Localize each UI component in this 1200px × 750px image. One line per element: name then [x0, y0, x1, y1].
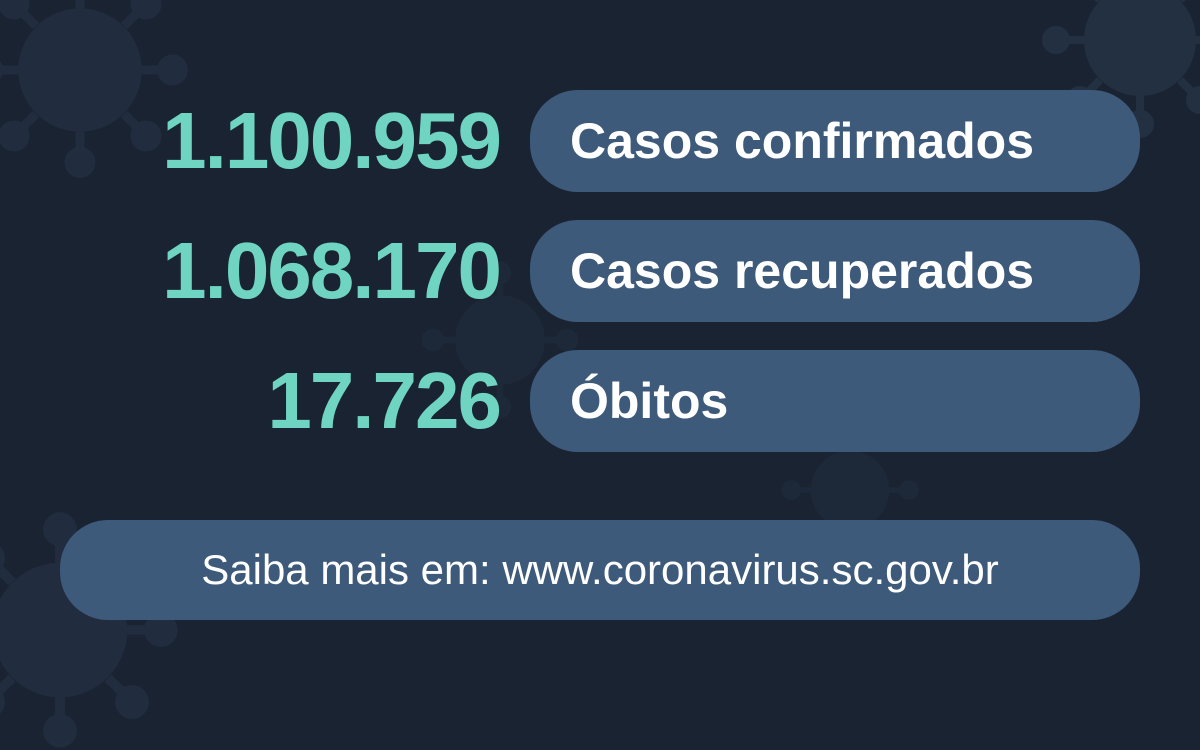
stat-value-confirmed: 1.100.959: [60, 95, 500, 187]
stat-label-confirmed: Casos confirmados: [530, 90, 1140, 192]
stat-label-deaths: Óbitos: [530, 350, 1140, 452]
stat-row-confirmed: 1.100.959 Casos confirmados: [60, 90, 1140, 192]
stat-label-recovered: Casos recuperados: [530, 220, 1140, 322]
stat-row-deaths: 17.726 Óbitos: [60, 350, 1140, 452]
infographic-content: 1.100.959 Casos confirmados 1.068.170 Ca…: [0, 0, 1200, 700]
stat-row-recovered: 1.068.170 Casos recuperados: [60, 220, 1140, 322]
stat-value-deaths: 17.726: [60, 355, 500, 447]
stat-value-recovered: 1.068.170: [60, 225, 500, 317]
footer-link-pill: Saiba mais em: www.coronavirus.sc.gov.br: [60, 520, 1140, 620]
